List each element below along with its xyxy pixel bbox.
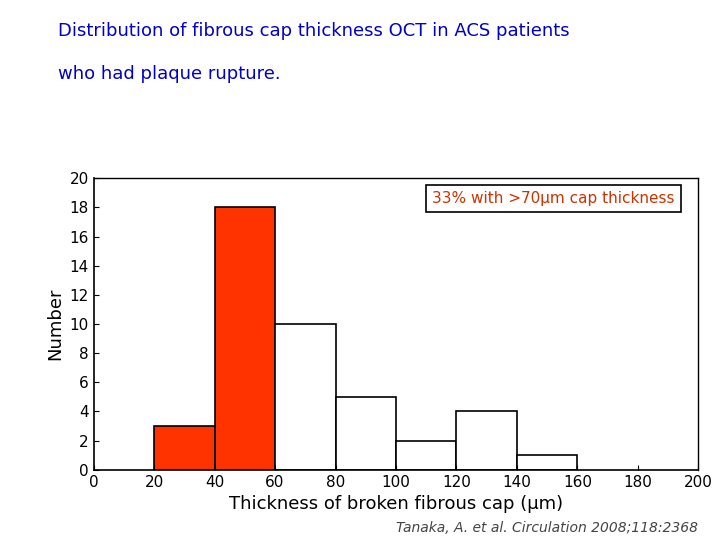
Text: 33% with >70μm cap thickness: 33% with >70μm cap thickness	[432, 191, 675, 206]
Text: who had plaque rupture.: who had plaque rupture.	[58, 65, 280, 83]
Bar	[456, 411, 517, 470]
Bar	[517, 455, 577, 470]
Bar	[215, 207, 275, 470]
Text: Distribution of fibrous cap thickness OCT in ACS patients: Distribution of fibrous cap thickness OC…	[58, 22, 570, 39]
Y-axis label: Number: Number	[46, 288, 64, 360]
Bar	[154, 426, 215, 470]
Text: Tanaka, A. et al. Circulation 2008;118:2368: Tanaka, A. et al. Circulation 2008;118:2…	[397, 521, 698, 535]
Bar	[336, 397, 396, 470]
Bar	[275, 324, 336, 470]
Bar	[396, 441, 456, 470]
X-axis label: Thickness of broken fibrous cap (μm): Thickness of broken fibrous cap (μm)	[229, 495, 563, 513]
